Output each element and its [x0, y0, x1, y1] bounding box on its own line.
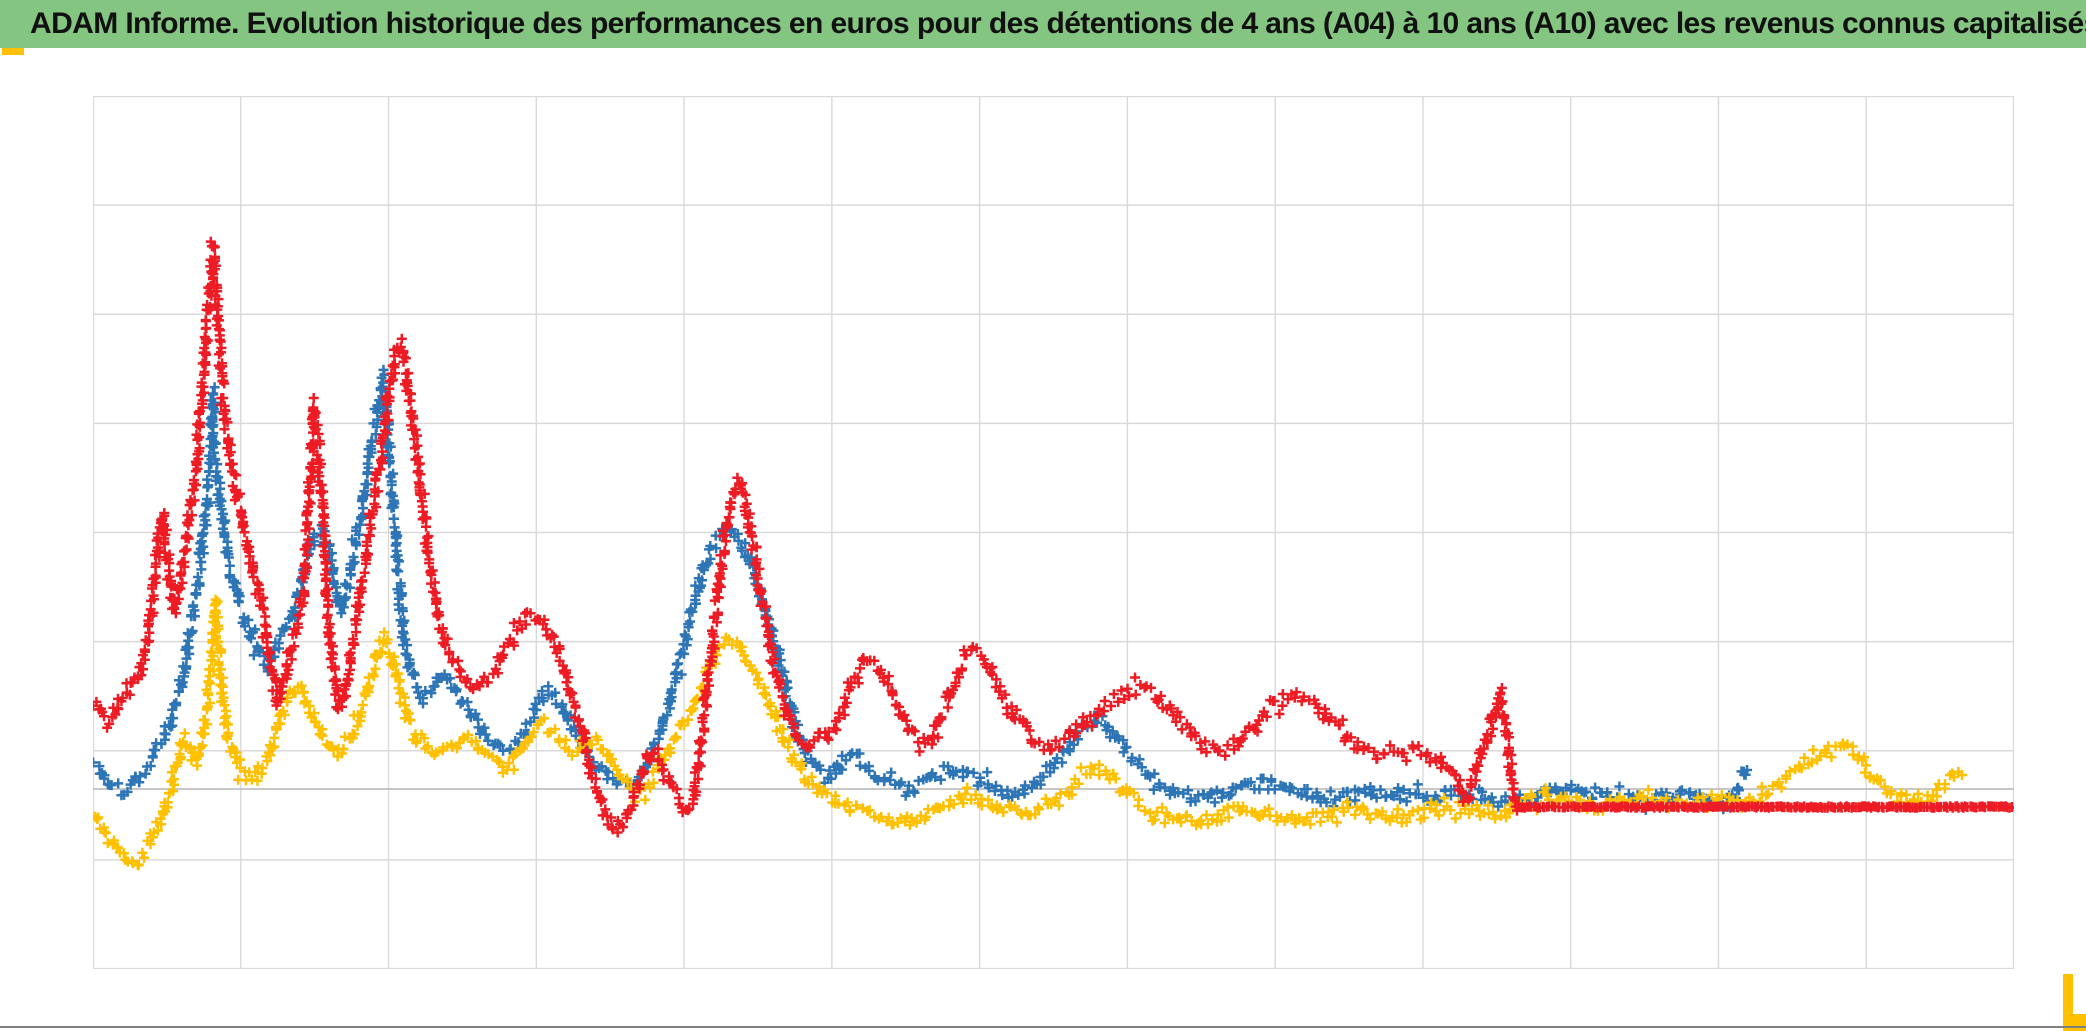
title-bar: ADAM Informe. Evolution historique des p…: [0, 0, 2086, 48]
performance-scatter-chart[interactable]: [93, 96, 2014, 969]
series-blue: [93, 364, 1752, 815]
yellow-corner-mark-top-left: [2, 48, 24, 55]
bottom-divider-line: [0, 1026, 2086, 1028]
yellow-corner-mark-bottom-right: [2063, 974, 2073, 1024]
page-title: ADAM Informe. Evolution historique des p…: [30, 7, 2086, 40]
yellow-corner-mark-bottom-right-foot: [2063, 1014, 2086, 1031]
series-red: [93, 236, 2014, 838]
